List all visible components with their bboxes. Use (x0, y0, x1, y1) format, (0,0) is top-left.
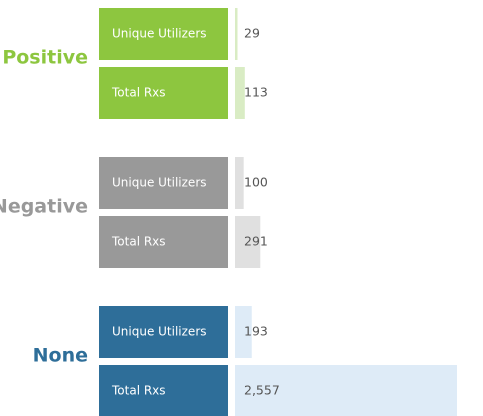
value-label: 193 (244, 324, 268, 339)
category-box (99, 306, 228, 358)
value-label: 29 (244, 26, 260, 41)
category-label: Unique Utilizers (112, 325, 207, 339)
bar (235, 157, 244, 209)
category-box (99, 67, 228, 119)
value-label: 291 (244, 234, 268, 249)
category-label: Unique Utilizers (112, 176, 207, 190)
category-box (99, 8, 228, 60)
bar (235, 67, 245, 119)
value-label: 2,557 (244, 383, 280, 398)
category-label: Total Rxs (111, 86, 166, 100)
category-box (99, 157, 228, 209)
category-label: Total Rxs (111, 235, 166, 249)
bar (235, 216, 261, 268)
group-label: Negative (0, 196, 88, 218)
group-label: Positive (2, 47, 88, 69)
value-label: 113 (244, 85, 268, 100)
category-box (99, 365, 228, 416)
bar (235, 306, 252, 358)
category-label: Total Rxs (111, 384, 166, 398)
group-label: None (33, 345, 88, 367)
category-box (99, 216, 228, 268)
bar (235, 365, 457, 416)
bar (235, 8, 238, 60)
category-label: Unique Utilizers (112, 27, 207, 41)
value-label: 100 (244, 175, 268, 190)
